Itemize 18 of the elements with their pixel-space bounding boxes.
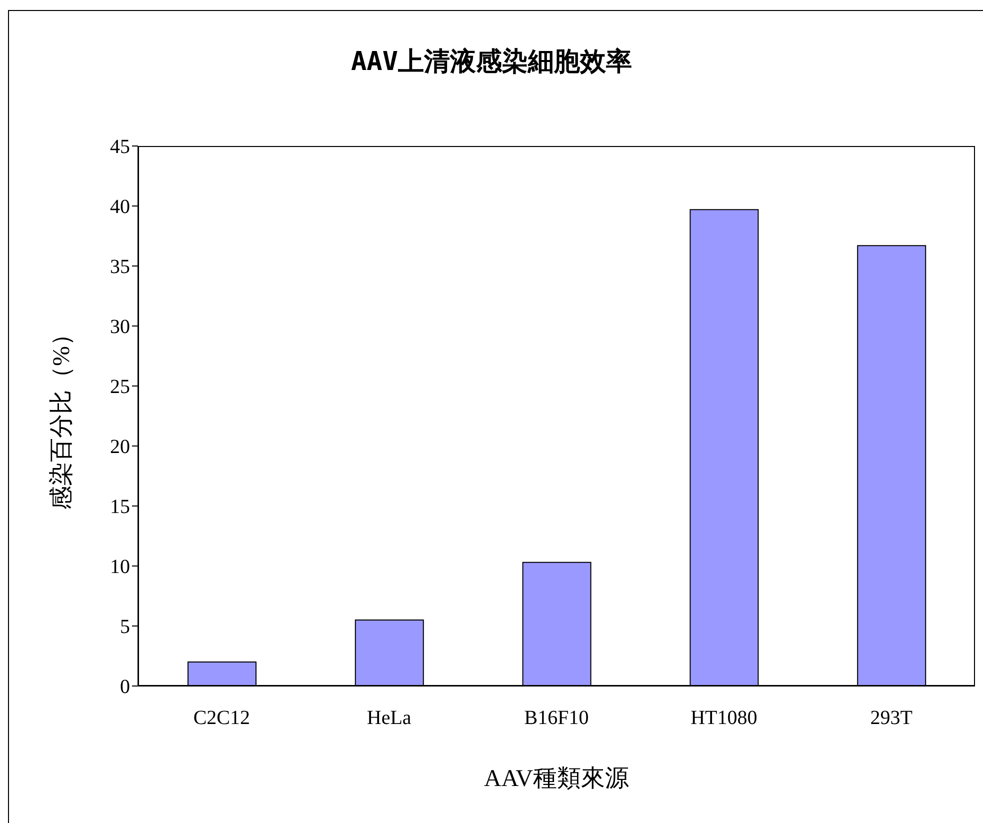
x-tick-label: C2C12: [193, 707, 250, 730]
chart-title: AAV上清液感染細胞效率: [350, 46, 633, 79]
y-tick-label: 15: [110, 496, 130, 518]
x-axis-title: AAV種類來源: [483, 765, 630, 794]
y-tick-label: 5: [120, 616, 130, 638]
y-tick-label: 25: [110, 376, 130, 398]
y-tick-label: 0: [120, 676, 130, 698]
y-tick-label: 10: [110, 556, 130, 578]
y-tick-label: 20: [110, 436, 130, 458]
y-tick-label: 35: [110, 256, 130, 278]
x-tick-label: 293T: [870, 707, 912, 730]
y-axis-title: 感染百分比（%）: [48, 321, 75, 512]
y-tick-label: 45: [110, 136, 130, 158]
x-tick-label: B16F10: [524, 707, 589, 730]
y-tick-label: 30: [110, 316, 130, 338]
x-tick-label: HT1080: [690, 707, 758, 730]
y-tick-label: 40: [110, 196, 130, 218]
x-tick-label: HeLa: [366, 707, 412, 730]
